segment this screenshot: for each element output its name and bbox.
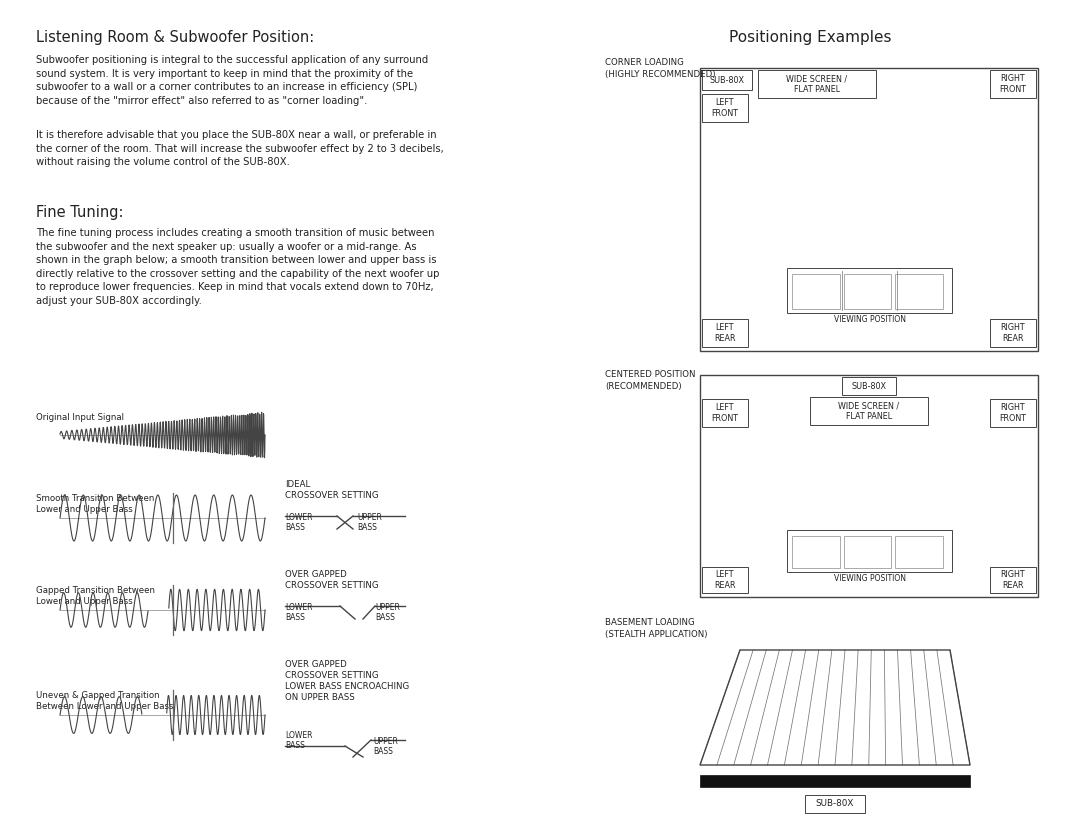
Text: OVER GAPPED
CROSSOVER SETTING
LOWER BASS ENCROACHING
ON UPPER BASS: OVER GAPPED CROSSOVER SETTING LOWER BASS… (285, 660, 409, 702)
Text: LOWER
BASS: LOWER BASS (285, 513, 312, 532)
Text: UPPER
BASS: UPPER BASS (375, 603, 400, 622)
Text: Positioning Examples: Positioning Examples (729, 30, 891, 45)
Text: BASEMENT LOADING
(STEALTH APPLICATION): BASEMENT LOADING (STEALTH APPLICATION) (605, 618, 707, 639)
Bar (792, 536, 839, 568)
Text: IDEAL
CROSSOVER SETTING: IDEAL CROSSOVER SETTING (285, 480, 379, 500)
Bar (990, 399, 1036, 427)
Bar (700, 375, 1038, 597)
Text: LOWER
BASS: LOWER BASS (285, 731, 312, 751)
Text: RIGHT
FRONT: RIGHT FRONT (999, 404, 1026, 423)
Bar (787, 530, 951, 572)
Text: Listening Room & Subwoofer Position:: Listening Room & Subwoofer Position: (36, 30, 314, 45)
Bar (843, 274, 891, 309)
Text: WIDE SCREEN /
FLAT PANEL: WIDE SCREEN / FLAT PANEL (838, 401, 900, 420)
Bar (700, 68, 1038, 351)
Text: RIGHT
FRONT: RIGHT FRONT (999, 74, 1026, 93)
Bar (895, 536, 943, 568)
Bar (702, 567, 748, 593)
Bar (843, 536, 891, 568)
Text: Smooth Transition Between
Lower and Upper Bass: Smooth Transition Between Lower and Uppe… (36, 494, 154, 514)
Bar (810, 397, 928, 425)
Bar (702, 70, 752, 90)
Text: It is therefore advisable that you place the SUB-80X near a wall, or preferable : It is therefore advisable that you place… (36, 130, 444, 167)
Bar (702, 319, 748, 347)
Bar (758, 70, 876, 98)
Bar (990, 70, 1036, 98)
Text: SUB-80X: SUB-80X (851, 381, 887, 390)
Text: Fine Tuning:: Fine Tuning: (36, 205, 123, 220)
Text: VIEWING POSITION: VIEWING POSITION (834, 315, 905, 324)
Text: WIDE SCREEN /
FLAT PANEL: WIDE SCREEN / FLAT PANEL (786, 74, 848, 93)
Bar (702, 399, 748, 427)
Text: RIGHT
REAR: RIGHT REAR (1001, 324, 1025, 343)
Bar (792, 274, 839, 309)
Bar (805, 795, 865, 813)
Text: Subwoofer positioning is integral to the successful application of any surround
: Subwoofer positioning is integral to the… (36, 55, 429, 106)
Bar (842, 377, 896, 395)
Bar (990, 319, 1036, 347)
Text: UPPER
BASS: UPPER BASS (357, 513, 382, 532)
Text: Uneven & Gapped Transition
Between Lower and Upper Bass: Uneven & Gapped Transition Between Lower… (36, 691, 174, 711)
Bar (700, 775, 970, 787)
Bar (787, 268, 951, 313)
Text: CENTERED POSITION
(RECOMMENDED): CENTERED POSITION (RECOMMENDED) (605, 370, 696, 391)
Bar (895, 274, 943, 309)
Text: RIGHT
REAR: RIGHT REAR (1001, 570, 1025, 590)
Text: The fine tuning process includes creating a smooth transition of music between
t: The fine tuning process includes creatin… (36, 228, 440, 306)
Text: LEFT
REAR: LEFT REAR (714, 324, 735, 343)
Text: LEFT
FRONT: LEFT FRONT (712, 98, 739, 118)
Text: LOWER
BASS: LOWER BASS (285, 603, 312, 622)
Text: OVER GAPPED
CROSSOVER SETTING: OVER GAPPED CROSSOVER SETTING (285, 570, 379, 590)
Text: LEFT
REAR: LEFT REAR (714, 570, 735, 590)
Text: SUB-80X: SUB-80X (710, 76, 744, 84)
Text: Original Input Signal: Original Input Signal (36, 413, 124, 422)
Text: SUB-80X: SUB-80X (815, 800, 854, 808)
Bar (990, 567, 1036, 593)
Text: Gapped Transition Between
Lower and Upper Bass: Gapped Transition Between Lower and Uppe… (36, 586, 156, 606)
Bar (702, 94, 748, 122)
Text: VIEWING POSITION: VIEWING POSITION (834, 574, 905, 583)
Text: CORNER LOADING
(HIGHLY RECOMMENDED): CORNER LOADING (HIGHLY RECOMMENDED) (605, 58, 715, 78)
Text: UPPER
BASS: UPPER BASS (373, 737, 397, 756)
Text: LEFT
FRONT: LEFT FRONT (712, 404, 739, 423)
